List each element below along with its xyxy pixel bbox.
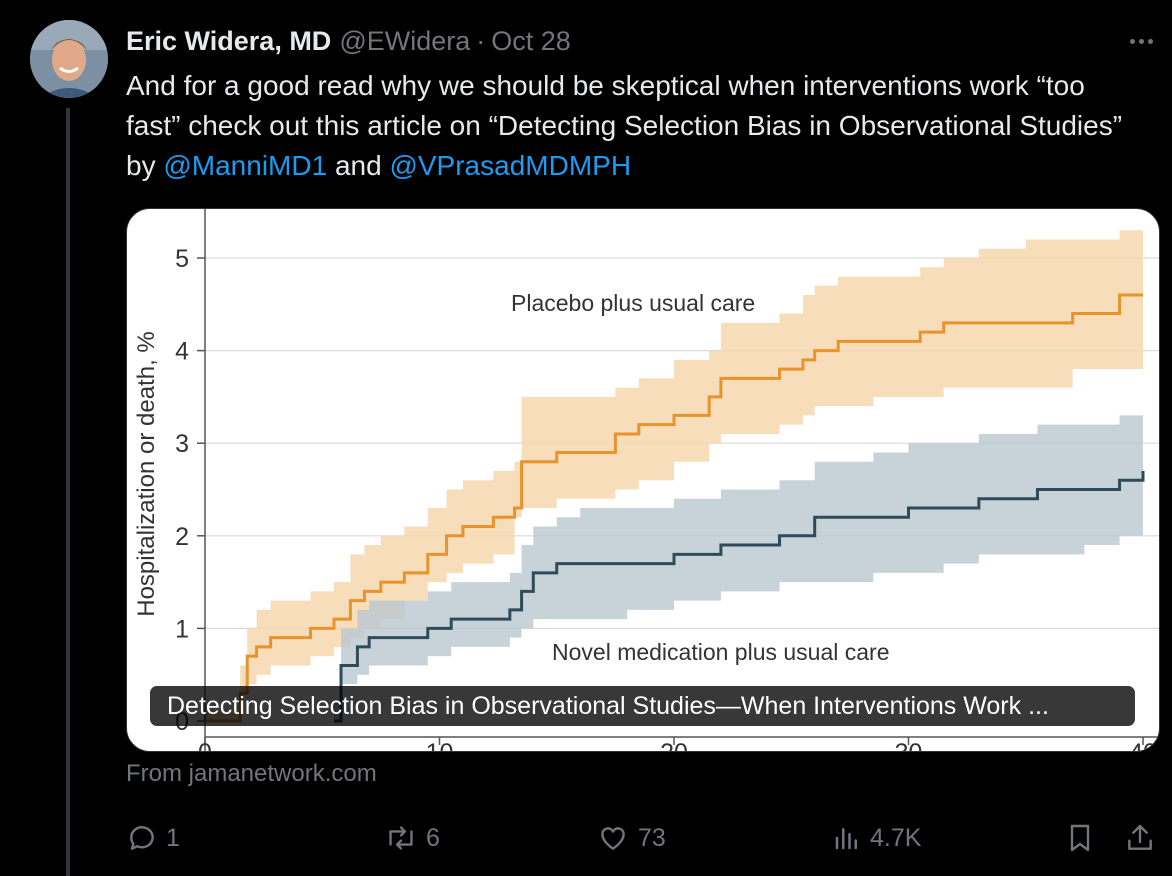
views-icon: [835, 828, 857, 850]
bookmark-icon: [1070, 824, 1090, 852]
y-tick-label: 3: [175, 430, 189, 458]
like-count: 73: [638, 823, 666, 852]
share-button[interactable]: [1124, 816, 1156, 860]
y-tick-label: 4: [175, 338, 189, 366]
bookmark-button[interactable]: [1064, 816, 1096, 860]
action-bar: 1 6 73 4.7K: [126, 816, 1162, 860]
link-card[interactable]: 012345010203040Hospitalization or death,…: [126, 208, 1160, 752]
novel-annotation: Novel medication plus usual care: [552, 639, 890, 665]
author-name[interactable]: Eric Widera, MD: [126, 25, 332, 56]
novel-ci-band: [333, 415, 1144, 721]
placebo-ci-band: [205, 230, 1143, 721]
x-tick-label: 20: [660, 739, 688, 751]
tweet-text-intro: And for a good read why we should be ske…: [126, 70, 1123, 181]
placebo-annotation: Placebo plus usual care: [511, 290, 755, 316]
reply-icon: [130, 826, 154, 850]
reply-count: 1: [166, 823, 180, 852]
novel-series-line: [333, 470, 1145, 723]
repost-button[interactable]: 6: [384, 816, 440, 860]
like-button[interactable]: 73: [596, 816, 666, 860]
views-button[interactable]: 4.7K: [832, 816, 921, 860]
card-source[interactable]: From jamanetwork.com: [126, 760, 377, 787]
separator-dot: ·: [476, 25, 486, 56]
x-tick-label: 10: [426, 739, 454, 751]
x-tick-label: 40: [1129, 739, 1157, 751]
tweet-header: Eric Widera, MD @EWidera · Oct 28: [126, 24, 571, 58]
mention-link-2[interactable]: @VPrasadMDMPH: [389, 150, 632, 181]
mention-link-1[interactable]: @ManniMD1: [163, 150, 328, 181]
x-tick-label: 30: [895, 739, 923, 751]
tweet-text-and: and: [327, 150, 390, 181]
km-chart: 012345010203040Hospitalization or death,…: [133, 209, 1159, 751]
reply-button[interactable]: 1: [126, 816, 180, 860]
more-horizontal-icon[interactable]: [1124, 28, 1158, 54]
card-caption[interactable]: Detecting Selection Bias in Observationa…: [150, 686, 1135, 726]
views-count: 4.7K: [870, 823, 922, 852]
y-tick-label: 5: [175, 245, 189, 273]
tweet-text: And for a good read why we should be ske…: [126, 66, 1136, 186]
avatar[interactable]: [30, 20, 108, 98]
y-axis-label: Hospitalization or death, %: [133, 331, 160, 617]
x-tick-label: 0: [198, 739, 212, 751]
repost-icon: [389, 826, 413, 850]
author-handle[interactable]: @EWidera: [339, 25, 471, 56]
y-tick-label: 2: [175, 523, 189, 551]
y-tick-label: 1: [175, 615, 189, 643]
share-icon: [1128, 824, 1152, 850]
repost-count: 6: [426, 823, 440, 852]
tweet-date[interactable]: Oct 28: [491, 25, 571, 56]
thread-line: [66, 108, 70, 876]
like-icon: [601, 827, 625, 850]
avatar-image: [30, 20, 108, 98]
placebo-series-line: [205, 293, 1143, 723]
